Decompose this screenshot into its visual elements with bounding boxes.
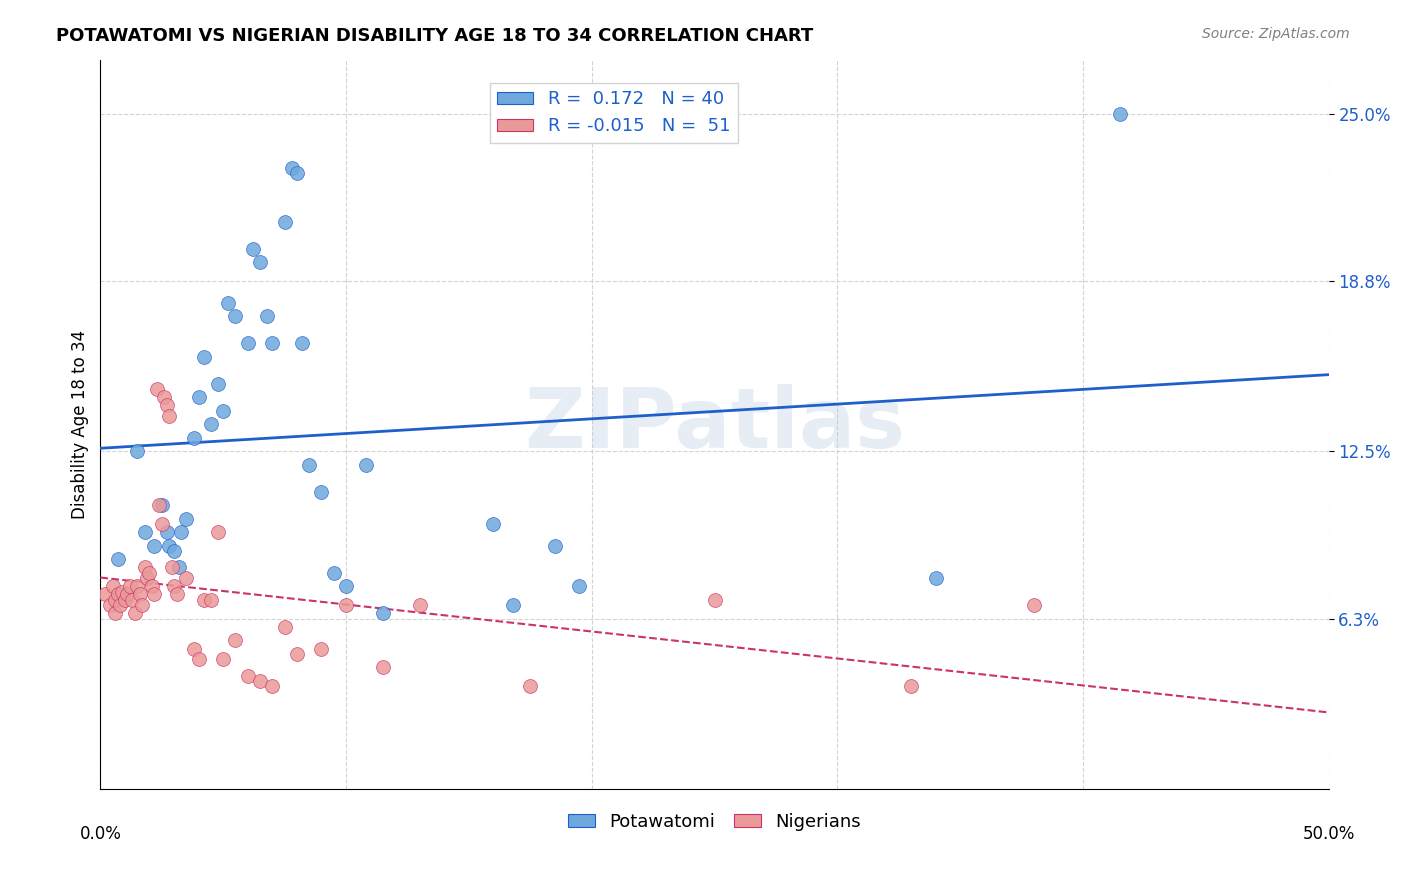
Point	[291, 336, 314, 351]
Point	[262, 679, 284, 693]
Point	[212, 404, 235, 418]
Point	[281, 161, 304, 175]
Point	[371, 607, 394, 621]
Point	[156, 525, 179, 540]
Point	[127, 444, 149, 458]
Point	[311, 641, 333, 656]
Point	[183, 641, 205, 656]
Point	[150, 499, 173, 513]
Point	[153, 390, 176, 404]
Point	[114, 593, 136, 607]
Y-axis label: Disability Age 18 to 34: Disability Age 18 to 34	[72, 330, 89, 519]
Point	[98, 599, 121, 613]
Point	[236, 668, 259, 682]
Point	[176, 512, 198, 526]
Point	[1022, 599, 1045, 613]
Point	[124, 607, 146, 621]
Point	[207, 376, 229, 391]
Point	[187, 652, 209, 666]
Point	[131, 599, 153, 613]
Point	[163, 544, 186, 558]
Point	[273, 215, 295, 229]
Point	[150, 517, 173, 532]
Point	[482, 517, 505, 532]
Point	[249, 255, 271, 269]
Point	[146, 382, 169, 396]
Point	[249, 673, 271, 688]
Point	[568, 579, 591, 593]
Point	[117, 587, 139, 601]
Point	[242, 242, 264, 256]
Point	[285, 647, 308, 661]
Point	[127, 579, 149, 593]
Point	[335, 579, 357, 593]
Point	[256, 310, 278, 324]
Point	[128, 587, 150, 601]
Point	[335, 599, 357, 613]
Point	[94, 587, 117, 601]
Point	[134, 560, 156, 574]
Point	[101, 579, 124, 593]
Point	[900, 679, 922, 693]
Point	[104, 593, 127, 607]
Point	[157, 409, 180, 424]
Point	[924, 571, 946, 585]
Point	[236, 336, 259, 351]
Point	[176, 571, 198, 585]
Point	[187, 390, 209, 404]
Point	[148, 499, 170, 513]
Text: 0.0%: 0.0%	[79, 825, 121, 844]
Point	[143, 539, 166, 553]
Point	[118, 579, 141, 593]
Point	[136, 571, 159, 585]
Point	[212, 652, 235, 666]
Point	[224, 310, 246, 324]
Point	[166, 587, 188, 601]
Point	[311, 484, 333, 499]
Point	[193, 593, 215, 607]
Point	[121, 593, 143, 607]
Point	[409, 599, 432, 613]
Point	[104, 607, 127, 621]
Point	[371, 660, 394, 674]
Point	[183, 431, 205, 445]
Text: ZIPatlas: ZIPatlas	[524, 384, 905, 465]
Point	[157, 539, 180, 553]
Text: Source: ZipAtlas.com: Source: ZipAtlas.com	[1202, 27, 1350, 41]
Text: POTAWATOMI VS NIGERIAN DISABILITY AGE 18 TO 34 CORRELATION CHART: POTAWATOMI VS NIGERIAN DISABILITY AGE 18…	[56, 27, 814, 45]
Point	[141, 579, 163, 593]
Point	[354, 458, 377, 472]
Point	[200, 593, 222, 607]
Point	[143, 587, 166, 601]
Point	[207, 525, 229, 540]
Legend: Potawatomi, Nigerians: Potawatomi, Nigerians	[561, 805, 868, 838]
Point	[111, 584, 134, 599]
Point	[108, 599, 131, 613]
Point	[502, 599, 524, 613]
Point	[262, 336, 284, 351]
Point	[107, 587, 129, 601]
Point	[134, 525, 156, 540]
Point	[138, 566, 160, 580]
Text: 50.0%: 50.0%	[1302, 825, 1355, 844]
Point	[170, 525, 193, 540]
Point	[285, 166, 308, 180]
Point	[703, 593, 725, 607]
Point	[163, 579, 186, 593]
Point	[322, 566, 344, 580]
Point	[224, 633, 246, 648]
Point	[167, 560, 190, 574]
Point	[160, 560, 183, 574]
Point	[298, 458, 321, 472]
Point	[156, 398, 179, 412]
Point	[107, 552, 129, 566]
Point	[200, 417, 222, 432]
Point	[193, 350, 215, 364]
Point	[273, 620, 295, 634]
Point	[1108, 106, 1130, 120]
Point	[544, 539, 567, 553]
Point	[217, 295, 239, 310]
Point	[519, 679, 541, 693]
